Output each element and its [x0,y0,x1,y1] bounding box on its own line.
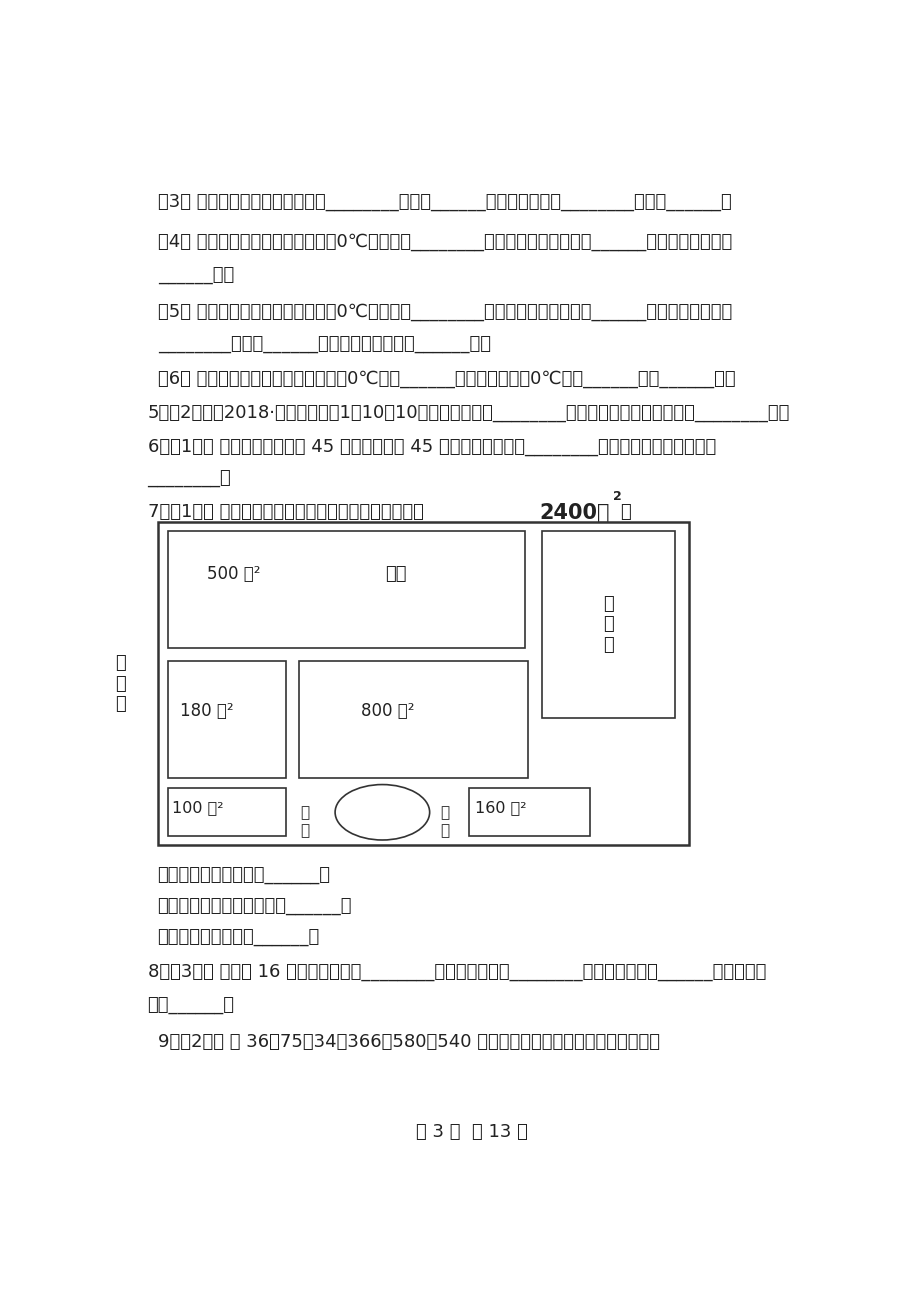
Text: 草地和花坛占地占总面积的______。: 草地和花坛占地占总面积的______。 [157,897,352,915]
Text: 花坛: 花坛 [373,790,391,806]
Text: 500 米²: 500 米² [207,565,260,582]
Text: （3） 当天长春市的最高气温记作________，读作______；最低气温记作________，读作______．: （3） 当天长春市的最高气温记作________，读作______；最低气温记作… [157,193,731,211]
Text: 5．（2分）（2018·浙江模拟）在1～10这10个数中，偶数有________个，既是奇数又是合数的有________个。: 5．（2分）（2018·浙江模拟）在1～10这10个数中，偶数有________… [147,404,789,422]
Text: 操场占地占总面积的______。: 操场占地占总面积的______。 [157,928,320,945]
Bar [469,789,589,836]
Text: 数是______。: 数是______。 [147,996,234,1013]
Bar [299,660,528,777]
Text: 8．（3分） 分母是 16 的最小真分数是________，最大真分数是________，最小假分数是______，最小带分: 8．（3分） 分母是 16 的最小真分数是________，最大真分数是____… [147,963,766,982]
Text: 7．（1分） 下面是育苗小学的平面图，校园占地面积为: 7．（1分） 下面是育苗小学的平面图，校园占地面积为 [147,503,423,521]
Text: 180 米²: 180 米² [180,702,233,720]
Text: 操场: 操场 [385,565,406,582]
Text: 第 3 页  共 13 页: 第 3 页 共 13 页 [415,1122,527,1141]
Bar [168,531,525,648]
Text: ；: ； [619,503,630,521]
Text: 图
书
馆: 图 书 馆 [115,654,126,713]
Text: 6．（1分） 有一个数，它既是 45 的因数，又是 45 的倍数，这个数是________，把这个数分解质因数是: 6．（1分） 有一个数，它既是 45 的因数，又是 45 的倍数，这个数是___… [147,437,715,456]
Text: 草
地: 草 地 [439,806,448,837]
Text: 2: 2 [613,491,621,504]
Text: 800 米²: 800 米² [360,702,414,720]
Text: 160 米²: 160 米² [475,801,527,815]
Text: ______市．: ______市． [157,266,233,284]
Text: 100 米²: 100 米² [171,801,222,815]
Text: ________，读作______；其中气温最低的是______市．: ________，读作______；其中气温最低的是______市． [157,335,490,353]
Text: 食
堂: 食 堂 [300,806,309,837]
Bar [541,531,675,717]
Text: （5） 当天国内主要城市最高气温在0℃以下的有________个，其中气温最高的是______市，最高气温记作: （5） 当天国内主要城市最高气温在0℃以下的有________个，其中气温最高的… [157,302,732,320]
Ellipse shape [335,785,429,840]
Bar [168,660,286,777]
Text: 教学楼占地占总面积的______。: 教学楼占地占总面积的______。 [157,866,330,884]
Text: 9．（2分） 在 36，75，34，366，580，540 这几个数中，（按题中数的顺序填写）: 9．（2分） 在 36，75，34，366，580，540 这几个数中，（按题中… [157,1032,659,1051]
Bar [157,522,687,845]
Text: 教
学
楼: 教 学 楼 [603,595,613,654]
Text: 60米²: 60米² [365,814,399,829]
Text: （6） 当天国内主要城市气温最高只有0℃的是______市，最低气温是0℃的是______市和______市．: （6） 当天国内主要城市气温最高只有0℃的是______市，最低气温是0℃的是_… [157,370,734,388]
Text: （4） 当天国内主要城市最低气温在0℃以下的有________个，其中气温最高的是______市，气温最低的是: （4） 当天国内主要城市最低气温在0℃以下的有________个，其中气温最高的… [157,233,732,251]
Text: 2400米: 2400米 [539,503,609,522]
Text: ________．: ________． [147,469,231,487]
Bar [168,789,286,836]
